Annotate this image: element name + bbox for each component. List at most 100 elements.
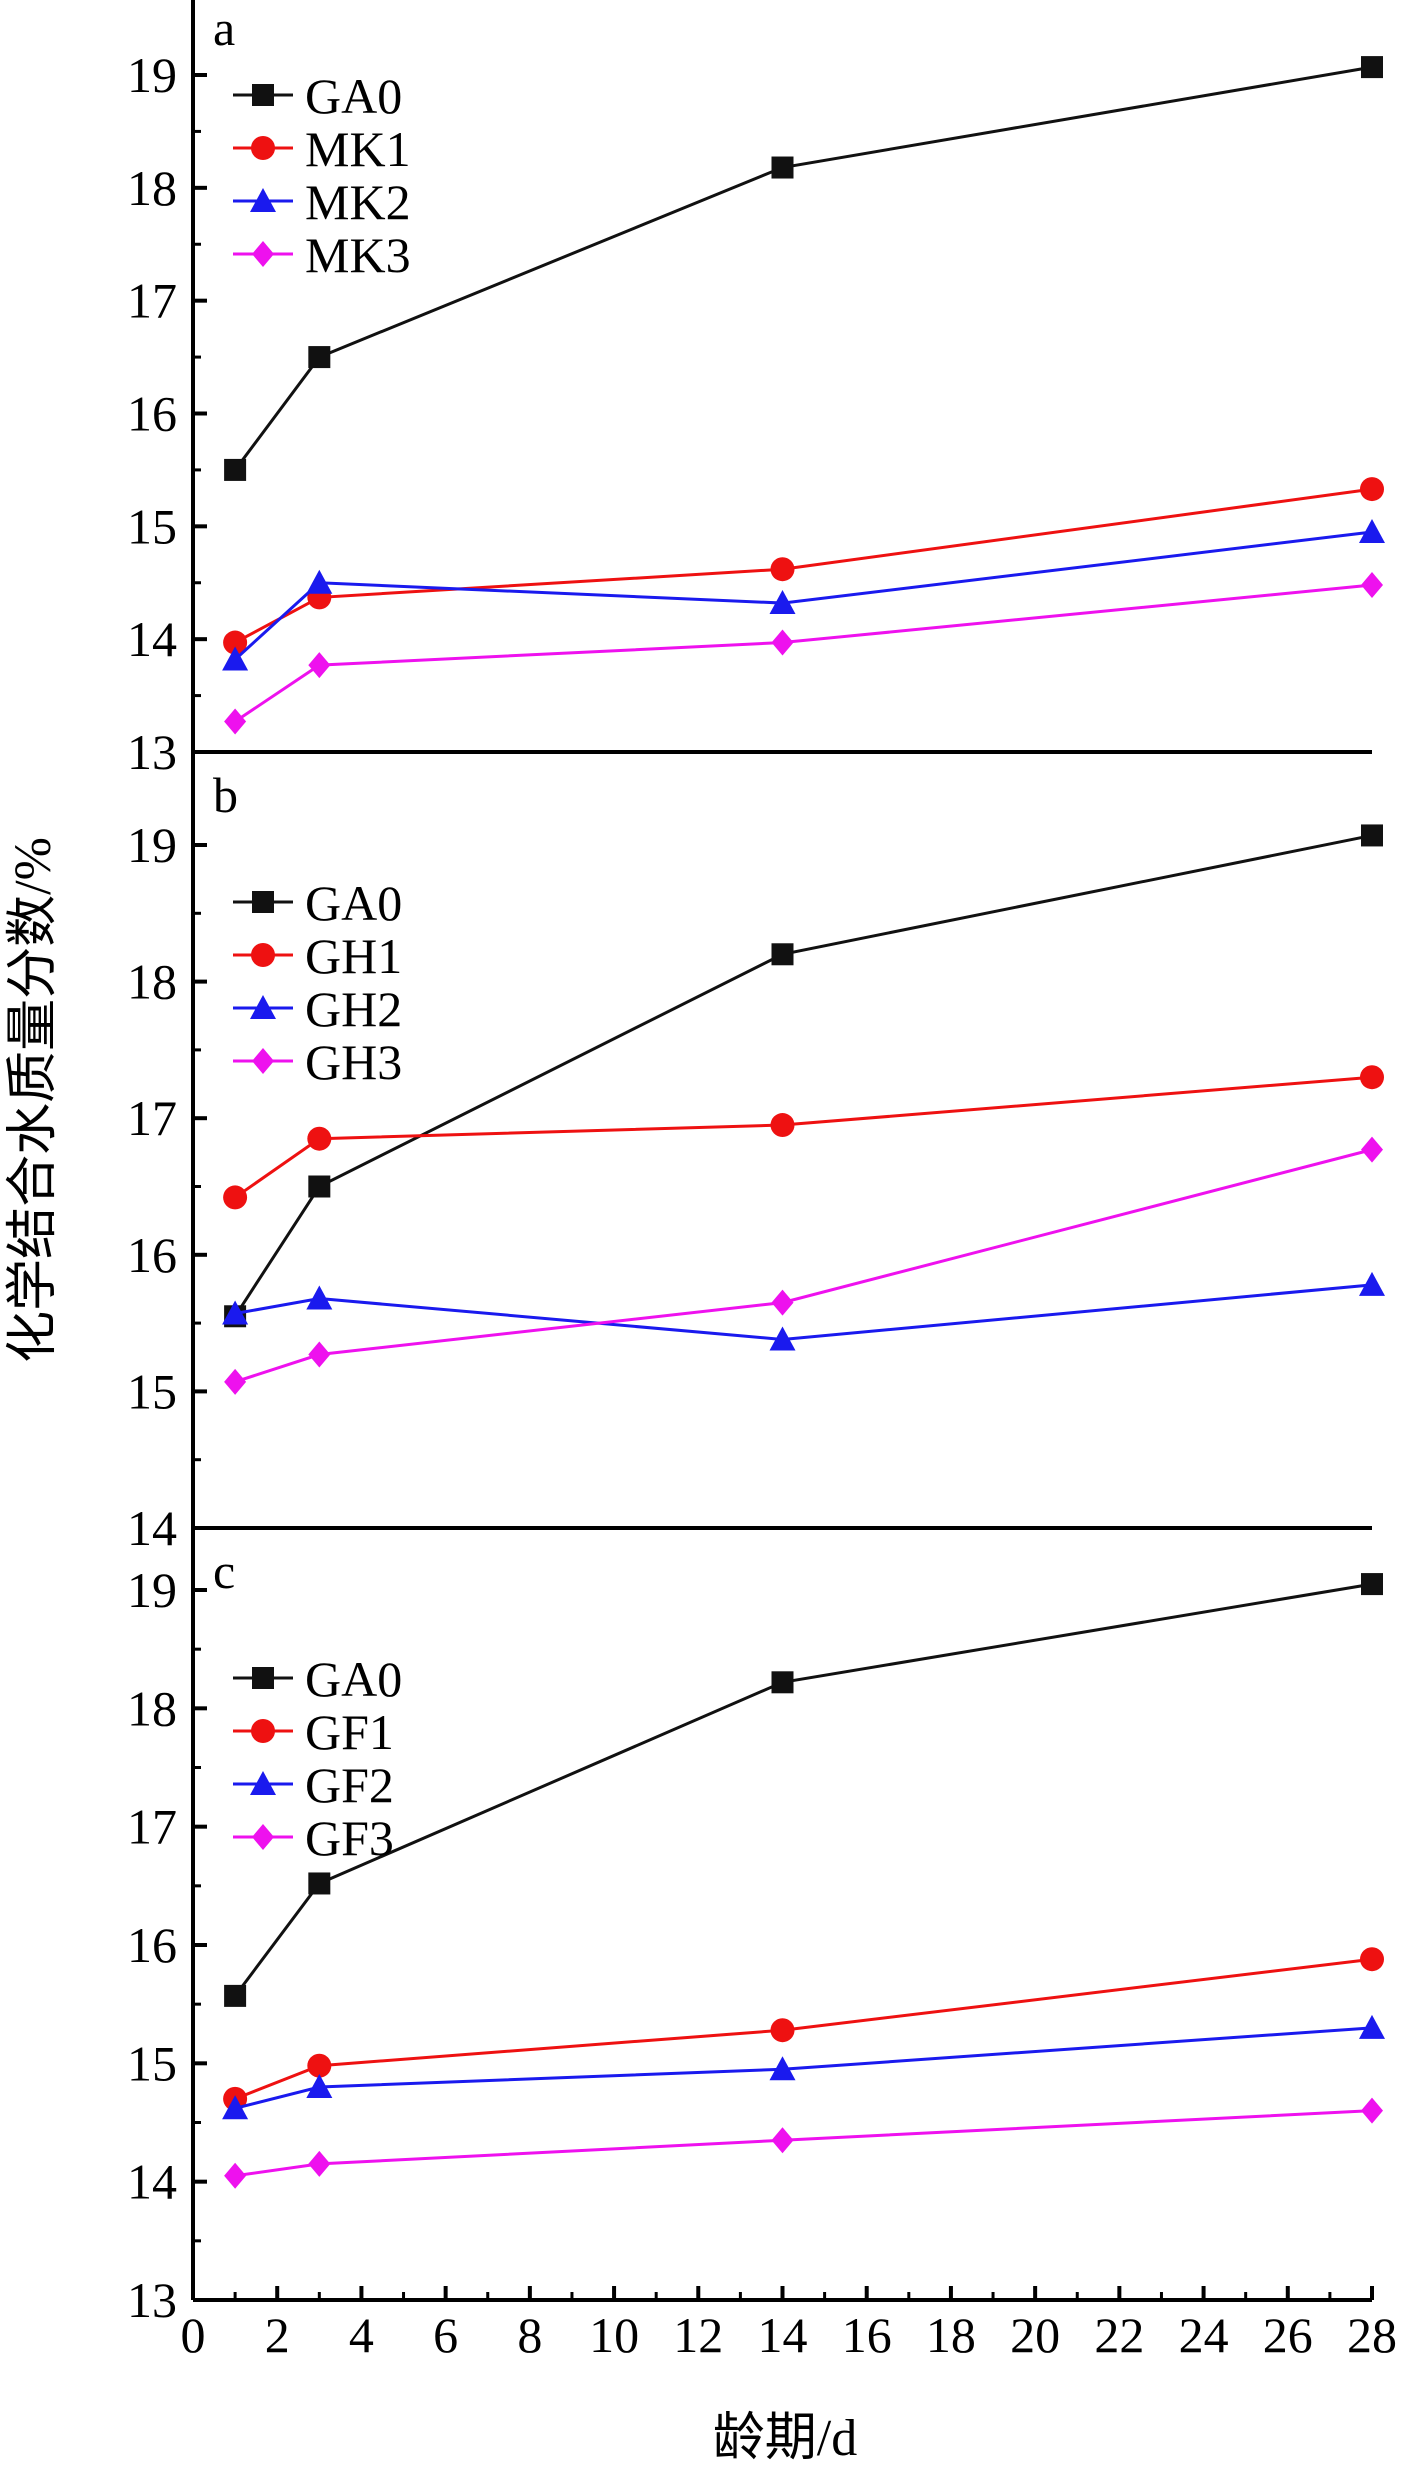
x-tick-label: 4 [349, 2307, 374, 2363]
legend-entry: GF2 [305, 1757, 394, 1813]
data-point-gf2 [222, 2095, 249, 2120]
x-tick-label: 12 [673, 2307, 723, 2363]
y-tick-label: 16 [127, 1227, 177, 1283]
y-tick-label: 19 [127, 1562, 177, 1618]
chart-frame: 0 2 4 6 8 10 12 14 16 18 20 22 24 26 28 [181, 0, 1397, 2363]
data-point-mk3 [224, 708, 247, 735]
data-point-gh1 [307, 1126, 332, 1151]
y-tick-label: 17 [127, 1090, 177, 1146]
data-point-gf3 [1361, 2097, 1383, 2124]
y-tick-label: 14 [127, 2154, 177, 2210]
data-point-mk2 [306, 569, 333, 594]
data-point-ga0 [224, 1984, 247, 2007]
data-point-gh3 [771, 1289, 794, 1316]
data-point-mk2 [1359, 518, 1385, 543]
data-point-gh3 [308, 1341, 331, 1368]
x-tick-label: 26 [1263, 2307, 1313, 2363]
legend-marker [252, 1048, 274, 1074]
y-tick-label: 14 [127, 1500, 177, 1556]
legend-marker [252, 241, 274, 267]
data-point-ga0 [1361, 56, 1383, 79]
series-line-mk3 [234, 583, 1373, 723]
data-point-gf1 [770, 2018, 795, 2043]
series-line-mk2 [234, 530, 1373, 661]
series-line-gh3 [234, 1148, 1373, 1384]
legend-marker [251, 1719, 275, 1743]
y-tick-label: 15 [127, 1363, 177, 1419]
y-tick-label: 16 [127, 1917, 177, 1973]
y-tick-label: 15 [127, 498, 177, 554]
legend-entry: GF1 [305, 1704, 394, 1760]
legend-marker [250, 188, 276, 212]
legend-entry: GF3 [305, 1810, 394, 1866]
legend-entry: MK3 [305, 227, 411, 283]
data-point-ga0 [224, 458, 247, 481]
data-point-gh1 [1360, 1065, 1384, 1090]
x-tick-label: 8 [517, 2307, 542, 2363]
data-point-gf3 [771, 2127, 794, 2154]
data-point-gf2 [306, 2074, 333, 2098]
data-point-mk1 [223, 630, 248, 655]
panel-label: c [213, 1543, 235, 1599]
y-tick-label: 19 [127, 47, 177, 103]
data-point-gf2 [769, 2056, 796, 2081]
series-line-ga0 [233, 65, 1373, 471]
legend-marker [252, 1824, 274, 1850]
data-point-ga0 [308, 1175, 331, 1198]
legend-marker [252, 84, 274, 106]
data-point-gh1 [770, 1113, 795, 1138]
legend-marker [252, 1667, 274, 1689]
x-tick-label: 28 [1347, 2307, 1397, 2363]
data-point-gh2 [222, 1300, 249, 1325]
y-tick-label: 14 [127, 611, 177, 667]
series-line-mk1 [234, 487, 1373, 644]
data-point-ga0 [308, 346, 331, 369]
data-point-ga0 [1361, 1573, 1383, 1596]
data-point-ga0 [771, 156, 794, 179]
y-tick-label: 17 [127, 273, 177, 329]
x-tick-label: 24 [1179, 2307, 1229, 2363]
plot-area: 14151617181913aGA0MK1MK2MK3151617181914b… [127, 0, 1385, 2328]
legend-entry: GH1 [305, 928, 402, 984]
legend-marker [250, 1771, 276, 1795]
y-tick-label: 18 [127, 160, 177, 216]
data-point-gh2 [769, 1326, 796, 1351]
data-point-gf1 [307, 2053, 332, 2078]
data-point-mk3 [1361, 572, 1383, 599]
data-point-gf1 [1360, 1947, 1384, 1972]
data-point-mk2 [769, 590, 796, 615]
legend-marker [251, 943, 275, 967]
y-tick-label: 17 [127, 1799, 177, 1855]
legend-entry: GH2 [305, 981, 402, 1037]
data-point-ga0 [1361, 824, 1383, 847]
y-tick-label: 18 [127, 954, 177, 1010]
series-line-gf1 [234, 1957, 1373, 2101]
data-point-ga0 [308, 1872, 331, 1895]
data-point-mk2 [222, 646, 249, 671]
series-line-ga0 [233, 1582, 1373, 1997]
data-point-gf2 [1359, 2014, 1385, 2039]
x-tick-label: 20 [1010, 2307, 1060, 2363]
x-tick-label: 14 [758, 2307, 808, 2363]
legend-entry: MK2 [305, 174, 411, 230]
y-tick-label: 13 [127, 2272, 177, 2328]
legend-entry: GA0 [305, 1651, 402, 1707]
legend-entry: GA0 [305, 68, 402, 124]
y-axis-title: 化学结合水质量分数/% [5, 837, 62, 1363]
data-point-mk1 [770, 557, 795, 582]
data-point-gf3 [224, 2162, 247, 2189]
legend-entry: GH3 [305, 1034, 402, 1090]
x-tick-label: 2 [265, 2307, 290, 2363]
data-point-mk1 [1360, 477, 1384, 502]
y-tick-label: 16 [127, 386, 177, 442]
series-line-ga0 [233, 833, 1373, 1318]
data-point-gh2 [306, 1285, 333, 1310]
data-point-mk3 [771, 629, 794, 656]
x-tick-label: 6 [433, 2307, 458, 2363]
legend-marker [250, 995, 276, 1019]
x-tick-label: 0 [181, 2307, 206, 2363]
